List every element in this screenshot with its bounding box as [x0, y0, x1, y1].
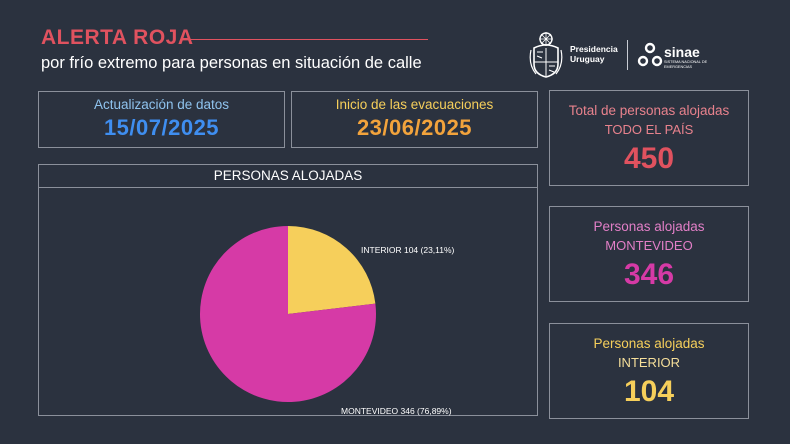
alert-subtitle: por frío extremo para personas en situac… [41, 54, 422, 72]
uruguay-coat-of-arms-icon [529, 32, 563, 78]
pie-label-montevideo: MONTEVIDEO 346 (76,89%) [341, 406, 452, 416]
update-date-card: Actualización de datos 15/07/2025 [38, 91, 285, 148]
logos-area: Presidencia Uruguay sinae SISTEMA NACION… [526, 30, 716, 82]
sinae-logo-text: sinae [664, 44, 700, 60]
logo-divider [627, 40, 628, 70]
chart-title: PERSONAS ALOJADAS [39, 165, 537, 188]
pie-chart-panel: PERSONAS ALOJADAS INTERIOR 104 (23,11%) M… [38, 164, 538, 416]
montevideo-scope: MONTEVIDEO [605, 238, 693, 253]
evacuation-start-value: 23/06/2025 [356, 115, 473, 140]
title-underline [188, 39, 428, 40]
update-date-label: Actualización de datos [93, 97, 230, 112]
montevideo-label: Personas alojadas [593, 219, 705, 234]
montevideo-sheltered-card: Personas alojadas MONTEVIDEO 346 [549, 206, 749, 302]
sinae-logo-icon [637, 42, 663, 67]
interior-sheltered-card: Personas alojadas INTERIOR 104 [549, 323, 749, 419]
total-scope: TODO EL PAÍS [604, 122, 694, 137]
interior-label: Personas alojadas [593, 336, 705, 351]
presidencia-logo-text: Presidencia Uruguay [570, 44, 618, 64]
alert-title: ALERTA ROJA [41, 26, 194, 49]
interior-scope: INTERIOR [617, 355, 681, 370]
pie-slice-interior [288, 226, 376, 314]
pie-slice-montevideo [200, 226, 376, 402]
total-label: Total de personas alojadas [568, 103, 730, 118]
update-date-value: 15/07/2025 [103, 115, 220, 140]
montevideo-value: 346 [623, 258, 675, 291]
evacuation-start-label: Inicio de las evacuaciones [335, 97, 494, 112]
sinae-subtext: SISTEMA NACIONAL DE EMERGENCIAS [664, 60, 708, 69]
total-value: 450 [623, 142, 675, 175]
pie-label-interior: INTERIOR 104 (23,11%) [361, 245, 455, 255]
evacuation-start-card: Inicio de las evacuaciones 23/06/2025 [291, 91, 538, 148]
interior-value: 104 [623, 375, 675, 408]
pie-chart: INTERIOR 104 (23,11%) MONTEVIDEO 346 (76,… [200, 226, 455, 416]
total-sheltered-card: Total de personas alojadas TODO EL PAÍS … [549, 90, 749, 186]
